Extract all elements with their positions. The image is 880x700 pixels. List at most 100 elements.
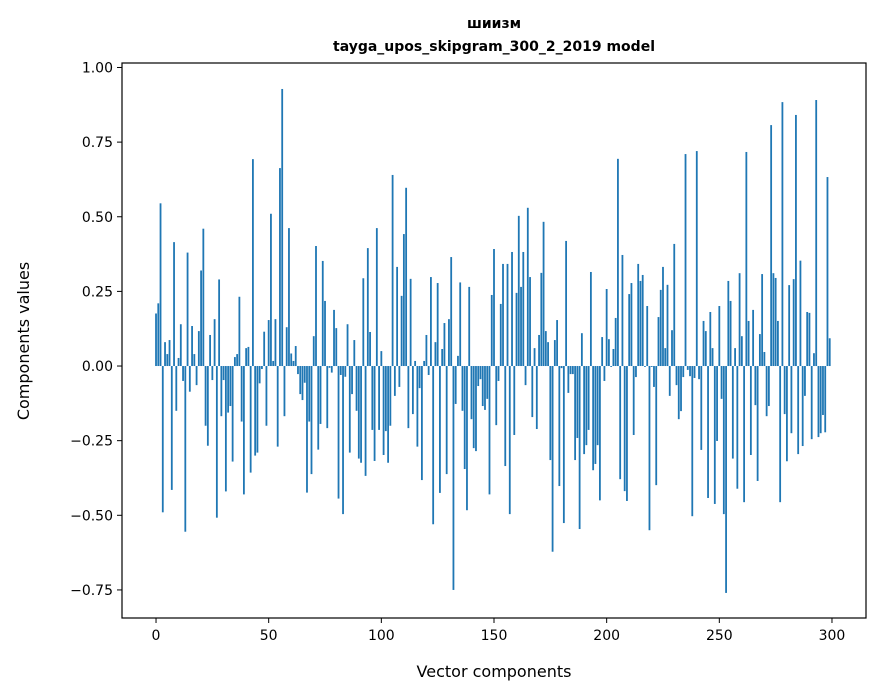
bar-262 bbox=[745, 151, 748, 367]
bar-26 bbox=[213, 319, 216, 367]
bar-92 bbox=[362, 278, 365, 367]
bar-74 bbox=[321, 260, 324, 367]
bar-118 bbox=[420, 366, 423, 481]
x-tick-label: 300 bbox=[819, 628, 846, 644]
bar-7 bbox=[170, 366, 173, 490]
bar-149 bbox=[490, 294, 493, 367]
bar-194 bbox=[592, 366, 595, 471]
bar-187 bbox=[576, 366, 579, 438]
x-tick-label: 150 bbox=[481, 628, 508, 644]
bar-247 bbox=[711, 348, 714, 367]
bar-8 bbox=[173, 242, 175, 367]
bar-113 bbox=[409, 278, 412, 367]
bar-93 bbox=[364, 366, 367, 476]
bar-273 bbox=[770, 125, 773, 367]
bar-73 bbox=[319, 366, 322, 424]
bar-246 bbox=[709, 311, 712, 367]
bar-112 bbox=[407, 366, 410, 429]
bar-45 bbox=[256, 366, 259, 453]
bar-53 bbox=[274, 319, 277, 367]
bar-133 bbox=[454, 366, 457, 404]
bar-221 bbox=[653, 366, 655, 387]
bar-226 bbox=[664, 348, 667, 367]
bar-229 bbox=[671, 330, 673, 367]
bar-59 bbox=[288, 228, 290, 367]
x-tick-label: 100 bbox=[368, 628, 395, 644]
bar-296 bbox=[822, 366, 824, 415]
bar-190 bbox=[583, 366, 586, 455]
bar-178 bbox=[556, 320, 558, 367]
bar-110 bbox=[402, 234, 405, 367]
bar-40 bbox=[245, 348, 248, 367]
bar-23 bbox=[206, 366, 209, 446]
bar-233 bbox=[680, 366, 682, 412]
bar-86 bbox=[348, 366, 351, 453]
y-tick-label: −0.75 bbox=[70, 583, 113, 599]
bar-13 bbox=[184, 366, 187, 532]
y-tick-label: −0.50 bbox=[70, 508, 113, 524]
bar-11 bbox=[179, 324, 182, 367]
bar-72 bbox=[317, 366, 320, 450]
bar-172 bbox=[542, 221, 545, 367]
bar-234 bbox=[682, 366, 685, 378]
bar-259 bbox=[738, 273, 741, 367]
bar-44 bbox=[254, 366, 257, 456]
y-tick-label: 0.00 bbox=[82, 359, 113, 375]
bar-242 bbox=[700, 366, 703, 450]
bar-218 bbox=[646, 306, 649, 367]
bar-230 bbox=[673, 243, 676, 367]
bar-261 bbox=[743, 366, 746, 503]
bar-38 bbox=[240, 366, 243, 422]
bar-232 bbox=[677, 366, 680, 420]
bar-163 bbox=[522, 251, 525, 367]
bar-69 bbox=[310, 366, 313, 475]
bar-214 bbox=[637, 263, 640, 367]
bar-68 bbox=[308, 366, 311, 422]
bar-201 bbox=[608, 339, 610, 367]
bar-147 bbox=[486, 366, 489, 399]
bar-47 bbox=[261, 366, 263, 370]
x-axis-label: Vector components bbox=[417, 662, 572, 681]
bar-100 bbox=[380, 351, 383, 367]
bar-282 bbox=[790, 366, 793, 434]
bar-212 bbox=[632, 366, 635, 435]
bar-181 bbox=[562, 366, 565, 524]
bar-179 bbox=[558, 366, 561, 487]
bar-14 bbox=[186, 252, 189, 367]
bar-85 bbox=[346, 324, 349, 367]
bar-127 bbox=[441, 349, 444, 367]
bar-58 bbox=[285, 327, 288, 367]
bar-169 bbox=[535, 366, 538, 430]
bar-155 bbox=[504, 366, 507, 467]
bar-206 bbox=[619, 366, 622, 480]
bar-84 bbox=[344, 366, 347, 377]
bar-87 bbox=[351, 366, 353, 395]
bar-52 bbox=[272, 360, 275, 367]
bar-275 bbox=[774, 277, 777, 367]
bar-263 bbox=[747, 320, 750, 367]
bar-225 bbox=[662, 266, 664, 367]
bar-254 bbox=[727, 280, 730, 367]
bar-62 bbox=[294, 346, 297, 367]
bar-174 bbox=[547, 342, 549, 367]
bar-114 bbox=[411, 366, 414, 415]
bar-188 bbox=[578, 366, 581, 530]
bar-125 bbox=[436, 283, 439, 367]
bar-161 bbox=[517, 215, 520, 367]
bar-131 bbox=[450, 257, 453, 367]
bar-54 bbox=[276, 366, 279, 447]
chart-subtitle: tayga_upos_skipgram_300_2_2019 model bbox=[333, 39, 655, 55]
bar-203 bbox=[612, 349, 615, 367]
bar-79 bbox=[333, 309, 335, 367]
bar-30 bbox=[222, 366, 225, 381]
bar-204 bbox=[614, 317, 617, 367]
bar-197 bbox=[598, 366, 601, 501]
bar-154 bbox=[502, 263, 504, 367]
bar-270 bbox=[763, 351, 766, 367]
bar-104 bbox=[389, 366, 392, 426]
bar-82 bbox=[339, 366, 342, 375]
bar-81 bbox=[337, 366, 340, 499]
bar-77 bbox=[328, 366, 331, 368]
bar-139 bbox=[468, 286, 471, 367]
bar-167 bbox=[531, 366, 534, 418]
